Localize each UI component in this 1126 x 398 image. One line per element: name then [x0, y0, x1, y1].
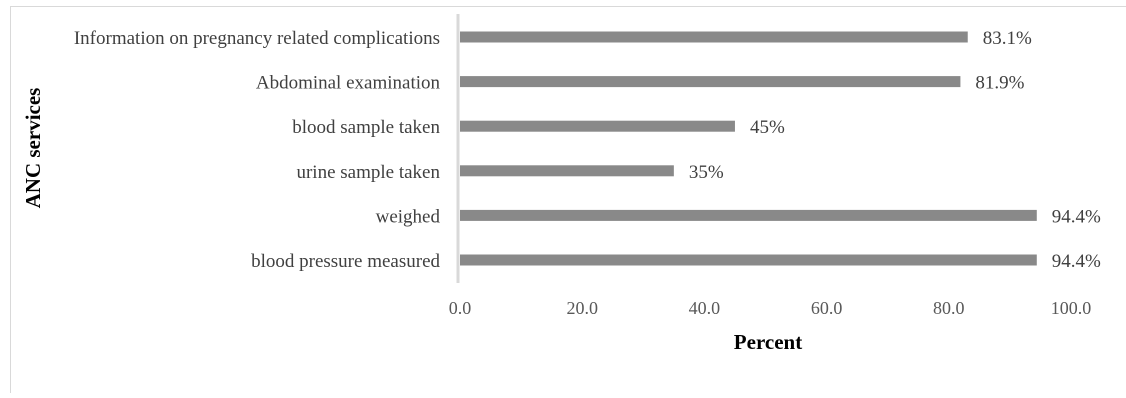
category-label: urine sample taken: [296, 162, 440, 183]
bar: [460, 120, 735, 132]
data-label: 94.4%: [1052, 251, 1101, 272]
bar: [460, 209, 1037, 221]
data-label: 83.1%: [983, 28, 1032, 49]
category-label: weighed: [376, 206, 441, 227]
bar: [460, 76, 961, 88]
x-tick-label: 0.0: [449, 298, 472, 318]
data-labels: 83.1% 81.9% 45% 35% 94.4% 94.4%: [689, 28, 1101, 272]
data-label: 94.4%: [1052, 206, 1101, 227]
y-axis-title: ANC services: [21, 88, 45, 209]
data-label: 35%: [689, 162, 724, 183]
data-label: 81.9%: [975, 73, 1024, 94]
category-label: blood sample taken: [292, 117, 440, 138]
category-labels: Information on pregnancy related complic…: [74, 28, 441, 272]
x-tick-label: 80.0: [933, 298, 965, 318]
x-tick-labels: 0.0 20.0 40.0 60.0 80.0 100.0: [449, 298, 1092, 318]
x-tick-label: 100.0: [1051, 298, 1092, 318]
category-label: Abdominal examination: [256, 73, 441, 94]
bar: [460, 165, 674, 177]
category-label: Information on pregnancy related complic…: [74, 28, 440, 49]
x-tick-label: 40.0: [689, 298, 721, 318]
category-label: blood pressure measured: [251, 251, 440, 272]
data-label: 45%: [750, 117, 785, 138]
x-tick-label: 20.0: [566, 298, 598, 318]
bar: [460, 31, 968, 43]
x-axis-title: Percent: [734, 330, 802, 354]
y-axis-title-group: ANC services: [21, 88, 45, 209]
x-tick-label: 60.0: [811, 298, 843, 318]
bar: [460, 254, 1037, 266]
bars: [460, 31, 1037, 266]
